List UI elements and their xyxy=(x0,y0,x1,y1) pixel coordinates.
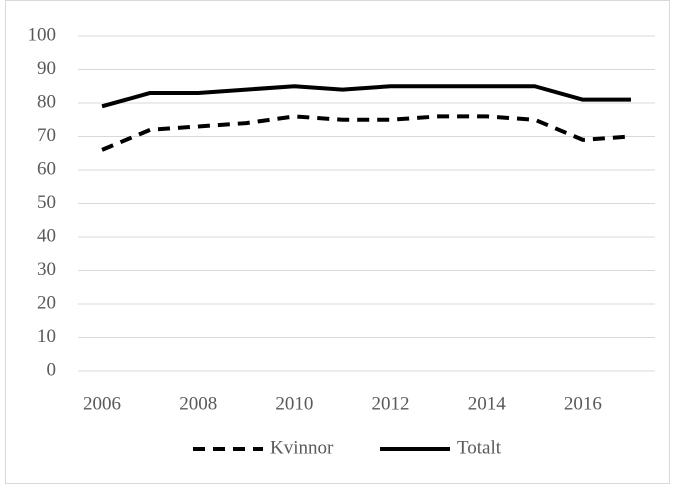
series-line xyxy=(101,114,632,152)
y-tick-label: 20 xyxy=(37,292,56,313)
y-tick-label: 100 xyxy=(28,24,57,45)
y-tick-label: 10 xyxy=(37,326,56,347)
legend-label: Kvinnor xyxy=(270,437,334,458)
y-tick-label: 30 xyxy=(37,259,56,280)
x-tick-label: 2006 xyxy=(83,393,121,414)
y-tick-label: 60 xyxy=(37,158,56,179)
y-tick-label: 70 xyxy=(37,125,56,146)
y-tick-label: 90 xyxy=(37,58,56,79)
x-tick-label: 2016 xyxy=(564,393,602,414)
x-tick-label: 2008 xyxy=(179,393,217,414)
chart-frame xyxy=(5,0,670,484)
legend-label: Totalt xyxy=(457,437,502,458)
series-line xyxy=(101,84,631,109)
y-tick-label: 80 xyxy=(37,91,56,112)
y-tick-label: 50 xyxy=(37,192,56,213)
x-tick-label: 2010 xyxy=(275,393,313,414)
x-tick-label: 2014 xyxy=(468,393,507,414)
x-tick-label: 2012 xyxy=(372,393,410,414)
y-tick-label: 0 xyxy=(47,359,57,380)
y-tick-label: 40 xyxy=(37,225,56,246)
